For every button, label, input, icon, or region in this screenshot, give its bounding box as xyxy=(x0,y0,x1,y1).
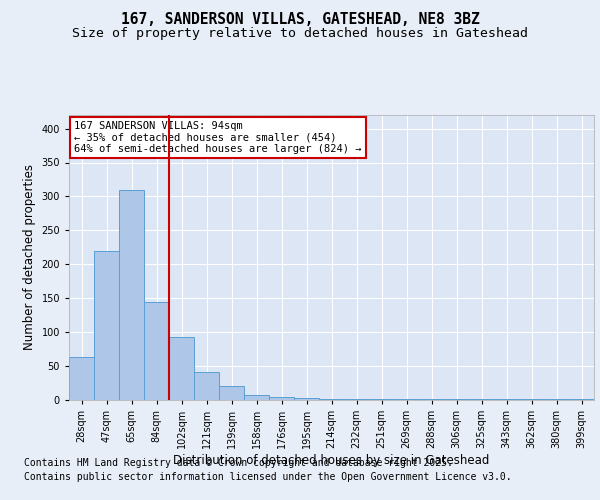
Text: Contains HM Land Registry data © Crown copyright and database right 2025.: Contains HM Land Registry data © Crown c… xyxy=(24,458,453,468)
Bar xyxy=(94,250,119,400)
Text: Size of property relative to detached houses in Gateshead: Size of property relative to detached ho… xyxy=(72,28,528,40)
Bar xyxy=(169,337,194,400)
Bar xyxy=(294,398,319,400)
Bar xyxy=(269,396,294,400)
Bar xyxy=(144,302,169,400)
Bar xyxy=(194,372,219,400)
Y-axis label: Number of detached properties: Number of detached properties xyxy=(23,164,36,350)
Bar xyxy=(69,357,94,400)
Bar xyxy=(119,190,144,400)
Bar xyxy=(344,398,369,400)
Text: Contains public sector information licensed under the Open Government Licence v3: Contains public sector information licen… xyxy=(24,472,512,482)
Text: 167, SANDERSON VILLAS, GATESHEAD, NE8 3BZ: 167, SANDERSON VILLAS, GATESHEAD, NE8 3B… xyxy=(121,12,479,28)
Text: 167 SANDERSON VILLAS: 94sqm
← 35% of detached houses are smaller (454)
64% of se: 167 SANDERSON VILLAS: 94sqm ← 35% of det… xyxy=(74,120,362,154)
Bar xyxy=(319,398,344,400)
Bar xyxy=(369,398,394,400)
Bar xyxy=(219,386,244,400)
Bar xyxy=(244,394,269,400)
X-axis label: Distribution of detached houses by size in Gateshead: Distribution of detached houses by size … xyxy=(173,454,490,467)
